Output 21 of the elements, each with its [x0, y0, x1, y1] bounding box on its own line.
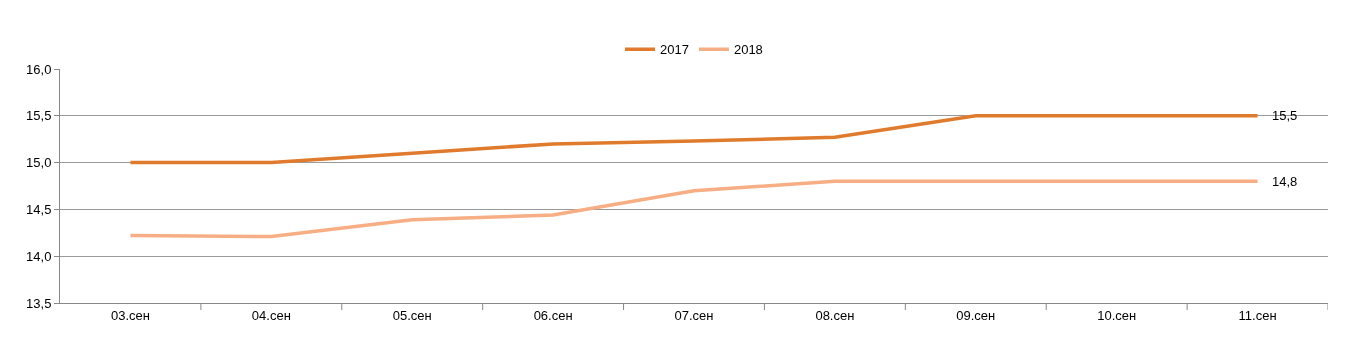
y-tick-label: 14,0 [26, 248, 52, 264]
x-tick-label: 09.сен [956, 307, 996, 323]
line-series [128, 114, 1260, 165]
x-tick-label: 05.сен [392, 307, 432, 323]
x-tick-label: 06.сен [533, 307, 573, 323]
data-label: 14,8 [1272, 174, 1298, 189]
line-series [128, 179, 1260, 239]
legend-label: 2018 [733, 42, 763, 58]
y-tick-label: 15,5 [26, 108, 52, 124]
y-tick-label: 13,5 [26, 295, 52, 311]
x-tick-label: 07.сен [674, 307, 714, 323]
legend-label: 2017 [660, 42, 689, 58]
x-tick-label: 08.сен [815, 307, 855, 323]
y-tick-label: 16,0 [26, 61, 52, 77]
x-tick-label: 03.сен [110, 307, 150, 323]
x-tick-label: 11.сен [1238, 307, 1277, 323]
x-tick-label: 10.сен [1097, 307, 1137, 323]
x-tick-label: 04.сен [251, 307, 291, 323]
y-tick-label: 15,0 [26, 155, 52, 171]
data-label: 15,5 [1272, 108, 1298, 123]
y-tick-label: 14,5 [26, 201, 52, 217]
